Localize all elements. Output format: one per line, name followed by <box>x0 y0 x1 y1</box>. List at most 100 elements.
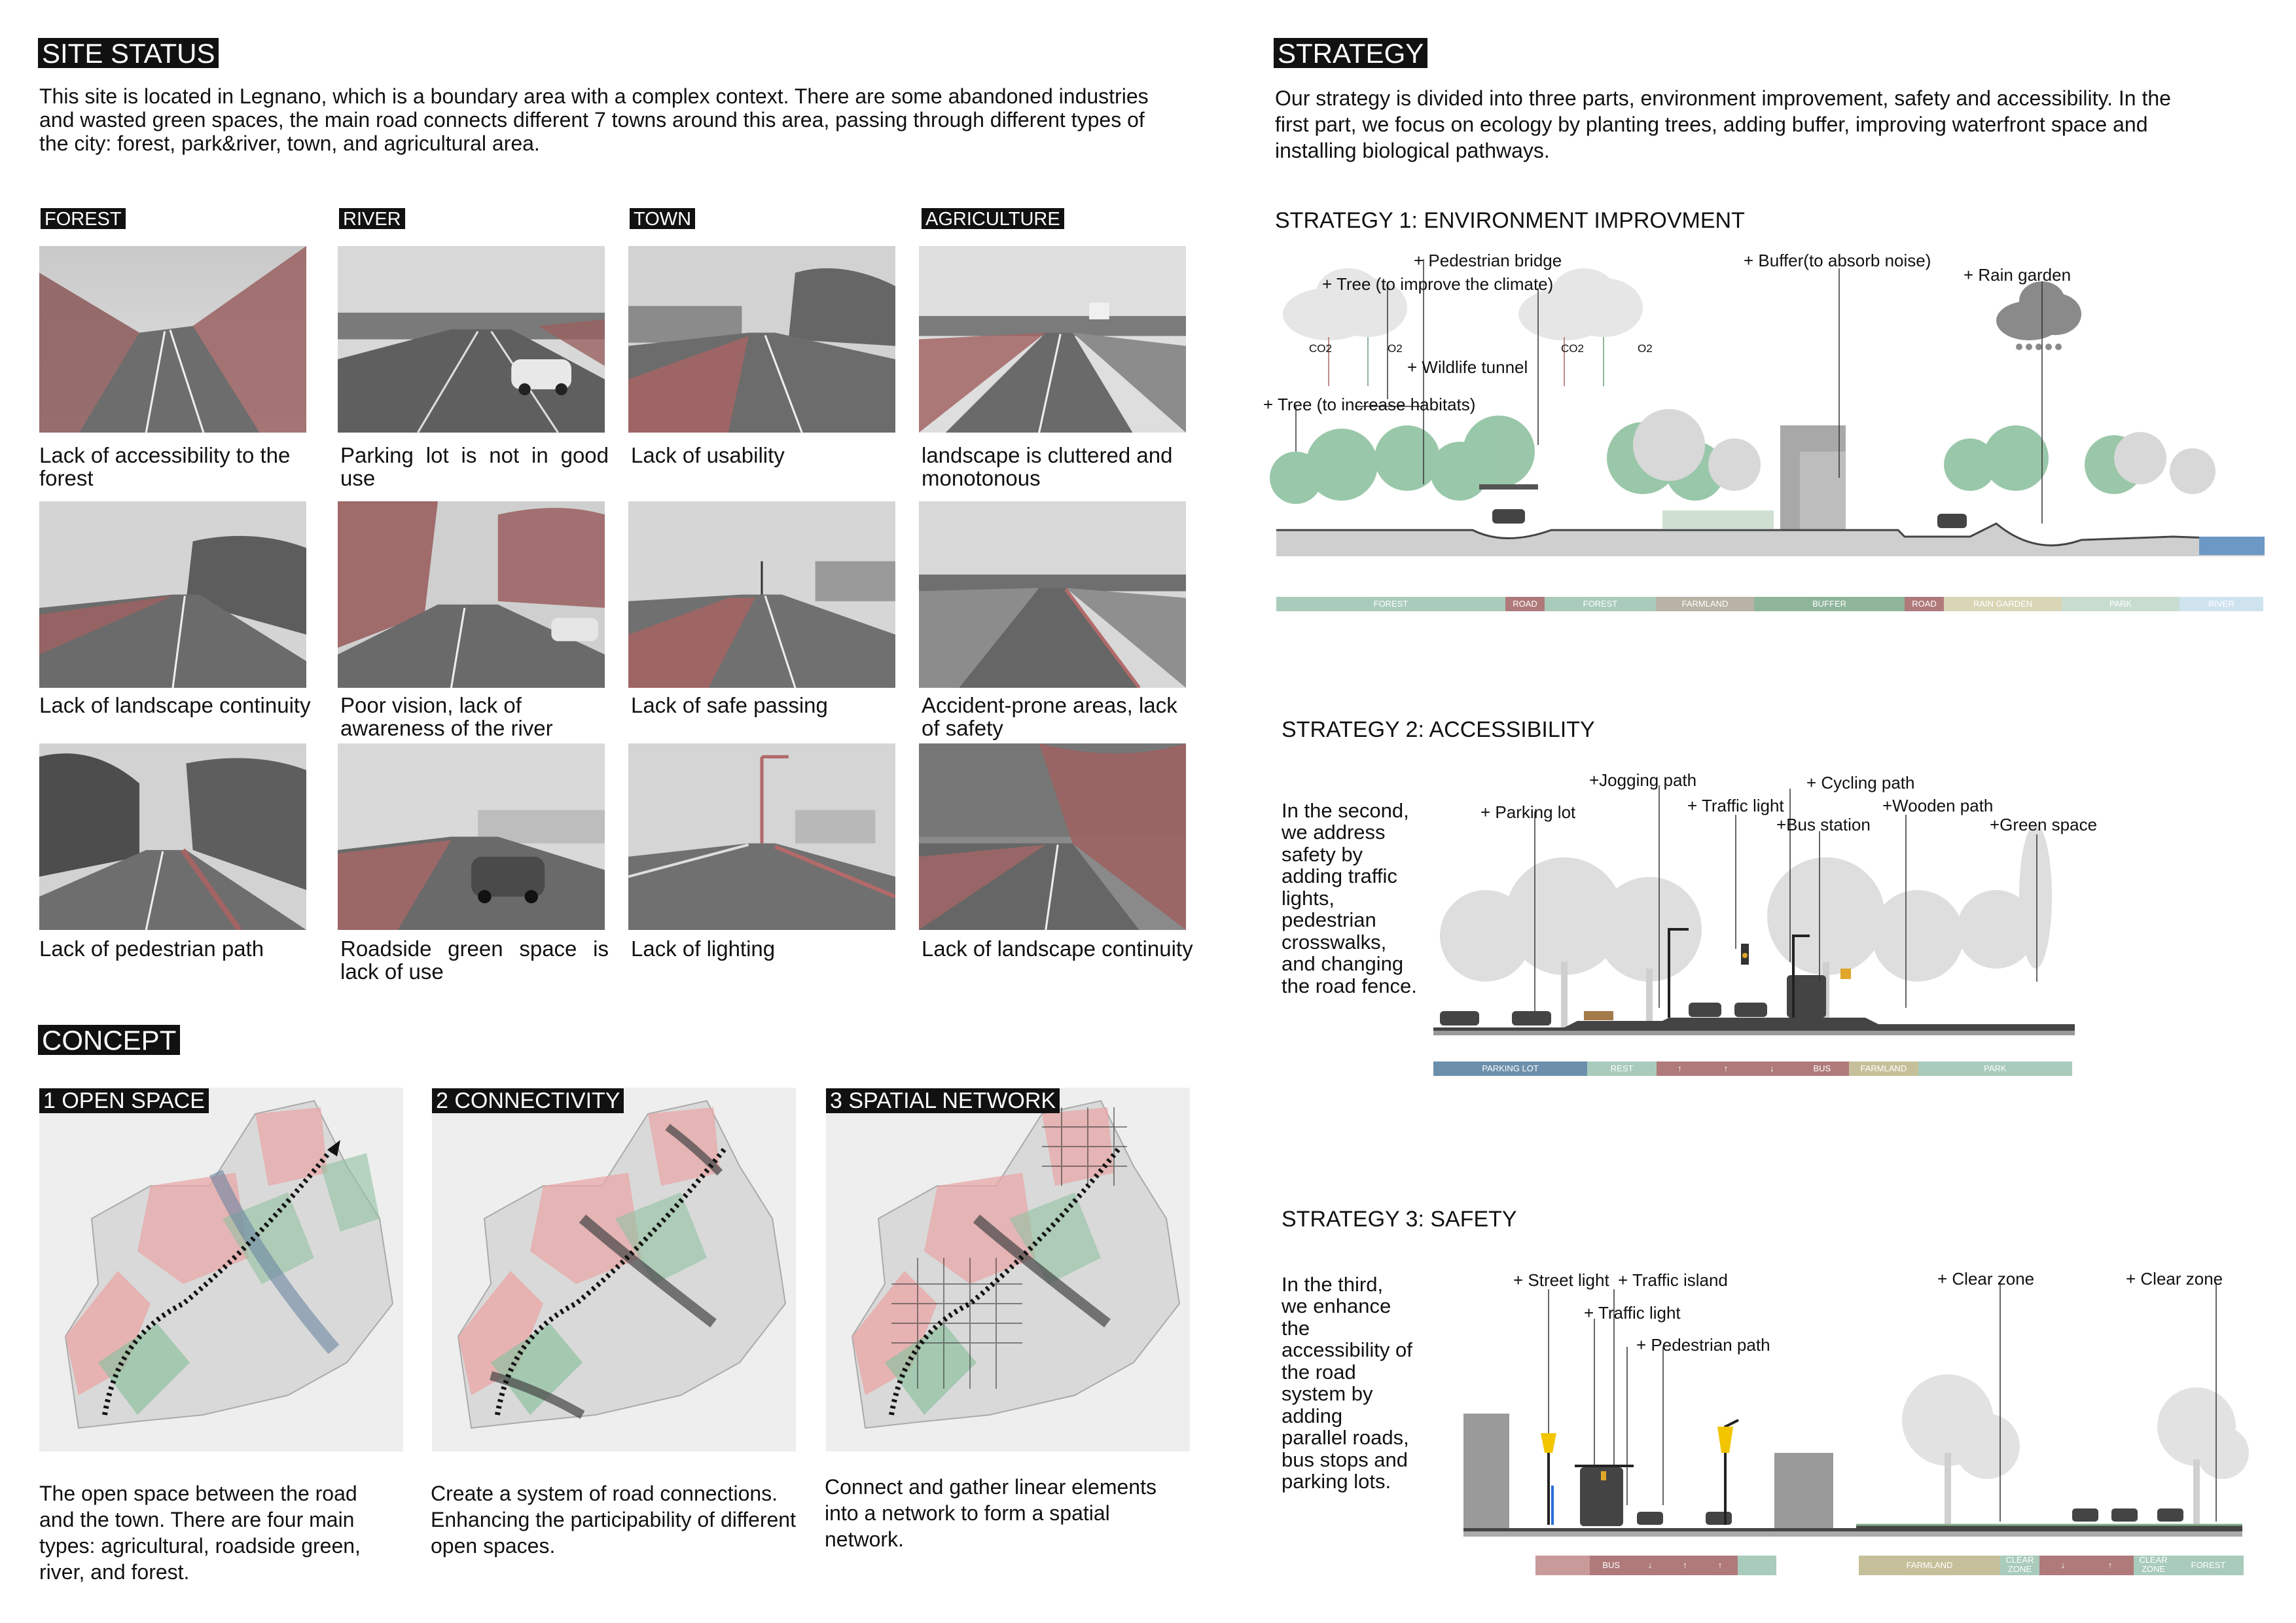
concept-text-connectivity: Create a system of road connections. Enh… <box>431 1482 796 1558</box>
zone-segment: ↑ <box>1702 1556 1738 1575</box>
label-street-light: + Street light <box>1513 1270 1609 1290</box>
zone-segment <box>1535 1556 1590 1575</box>
zone-segment: PARK <box>2062 597 2179 611</box>
label-pedestrian-bridge: + Pedestrian bridge <box>1414 251 1562 270</box>
strategy-2-zone-band: PARKING LOT REST ↑ ↑ ↓ BUS FARMLAND PARK <box>1433 1061 2072 1076</box>
zone-segment: ↑ <box>1702 1061 1749 1076</box>
zone-segment: BUFFER <box>1754 597 1905 611</box>
street-photo <box>919 501 1186 688</box>
photo-caption: Parking lot is not in good use <box>340 443 609 490</box>
photo-caption: Lack of landscape continuity <box>39 693 311 717</box>
label-rain-garden: + Rain garden <box>1964 265 2072 285</box>
concept-text-spatial-network: Connect and gather linear elements into … <box>825 1475 1157 1551</box>
concept-map-spatial-network <box>826 1088 1190 1452</box>
zone-segment: ↑ <box>1657 1061 1703 1076</box>
safety-section-diagram <box>1463 1283 2249 1537</box>
concept-text-open-space: The open space between the road and the … <box>39 1482 361 1584</box>
label-jogging-path: +Jogging path <box>1589 770 1697 790</box>
concept-title-open-space: 1 OPEN SPACE <box>39 1088 209 1113</box>
zone-segment: ROAD <box>1905 597 1944 611</box>
label-bus-station: +Bus station <box>1776 815 1871 834</box>
site-status-intro: This site is located in Legnano, which i… <box>39 84 1149 155</box>
column-header-river: RIVER <box>339 208 405 230</box>
street-photo <box>919 246 1186 433</box>
zone-segment: FOREST <box>2173 1556 2244 1575</box>
zone-segment: FOREST <box>1545 597 1656 611</box>
concept-title-connectivity: 2 CONNECTIVITY <box>432 1088 624 1113</box>
street-photo <box>919 743 1186 930</box>
strategy-3-zone-band-right: FARMLAND CLEAR ZONE ↓ ↑ CLEAR ZONE FORES… <box>1859 1556 2244 1575</box>
concept-map-open-space <box>39 1088 403 1452</box>
street-photo <box>628 501 895 688</box>
photo-caption: Lack of pedestrian path <box>39 936 264 961</box>
site-status-heading: SITE STATUS <box>38 38 219 69</box>
zone-segment: FOREST <box>1276 597 1505 611</box>
zone-segment: ↓ <box>1749 1061 1795 1076</box>
zone-segment: PARKING LOT <box>1433 1061 1588 1076</box>
label-tree-climate: + Tree (to improve the climate) <box>1322 274 1554 294</box>
label-parking-lot: + Parking lot <box>1480 802 1576 822</box>
street-photo <box>39 743 306 930</box>
zone-segment: ↑ <box>1667 1556 1703 1575</box>
photo-caption: Poor vision, lack of awareness of the ri… <box>340 693 553 740</box>
photo-caption: Lack of lighting <box>631 936 776 961</box>
zone-segment: ↓ <box>2039 1556 2087 1575</box>
label-buffer: + Buffer(to absorb noise) <box>1744 251 1931 270</box>
zone-segment: ↑ <box>2087 1556 2134 1575</box>
photo-caption: Lack of safe passing <box>631 693 828 717</box>
zone-segment: FARMLAND <box>1848 1061 1918 1076</box>
street-photo <box>39 501 306 688</box>
label-pedestrian-path: + Pedestrian path <box>1636 1335 1770 1355</box>
label-wildlife-tunnel: + Wildlife tunnel <box>1407 357 1528 377</box>
street-photo <box>39 246 306 433</box>
zone-segment: RAIN GARDEN <box>1944 597 2062 611</box>
strategy-2-description: In the second, we address safety by addi… <box>1282 799 1417 997</box>
photo-caption: landscape is cluttered and monotonous <box>922 443 1173 490</box>
street-photo <box>628 743 895 930</box>
strategy-intro: Our strategy is divided into three parts… <box>1275 86 2171 162</box>
label-o2: O2 <box>1638 342 1653 355</box>
strategy-1-title: STRATEGY 1: ENVIRONMENT IMPROVMENT <box>1275 208 1745 233</box>
column-header-town: TOWN <box>630 208 696 230</box>
photo-caption: Roadside green space is lack of use <box>340 936 609 984</box>
label-co2: CO2 <box>1309 342 1332 355</box>
zone-segment: BUS <box>1590 1556 1633 1575</box>
strategy-3-title: STRATEGY 3: SAFETY <box>1282 1207 1517 1232</box>
zone-segment: CLEAR ZONE <box>2000 1556 2039 1575</box>
strategy-3-description: In the third, we enhance the accessibili… <box>1282 1273 1412 1493</box>
zone-segment: BUS <box>1795 1061 1849 1076</box>
label-traffic-light: + Traffic light <box>1584 1303 1681 1323</box>
zone-segment: ↓ <box>1632 1556 1668 1575</box>
column-header-agriculture: AGRICULTURE <box>922 208 1064 230</box>
street-photo <box>338 501 605 688</box>
strategy-3-zone-band-left: BUS ↓ ↑ ↑ <box>1535 1556 1777 1575</box>
photo-caption: Lack of landscape continuity <box>922 936 1193 961</box>
concept-map-connectivity <box>432 1088 796 1452</box>
street-photo <box>628 246 895 433</box>
label-cycling-path: + Cycling path <box>1806 773 1915 793</box>
label-clear-zone: + Clear zone <box>1937 1269 2035 1289</box>
strategy-2-title: STRATEGY 2: ACCESSIBILITY <box>1282 717 1595 742</box>
zone-segment <box>1737 1556 1777 1575</box>
label-traffic-light: + Traffic light <box>1687 796 1784 815</box>
zone-segment: RIVER <box>2179 597 2263 611</box>
concept-heading: CONCEPT <box>38 1025 181 1056</box>
photo-caption: Lack of accessibility to the forest <box>39 443 291 490</box>
strategy-1-zone-band: FOREST ROAD FOREST FARMLAND BUFFER ROAD … <box>1276 597 2263 611</box>
label-o2: O2 <box>1388 342 1403 355</box>
label-green-space: +Green space <box>1990 815 2098 834</box>
zone-segment: FARMLAND <box>1859 1556 2000 1575</box>
zone-segment: PARK <box>1918 1061 2072 1076</box>
zone-segment: CLEAR ZONE <box>2134 1556 2173 1575</box>
zone-segment: ROAD <box>1505 597 1545 611</box>
label-traffic-island: + Traffic island <box>1618 1270 1728 1290</box>
strategy-heading: STRATEGY <box>1274 38 1428 69</box>
accessibility-section-diagram <box>1433 785 2075 1035</box>
environment-section-diagram <box>1270 259 2265 556</box>
label-wooden-path: +Wooden path <box>1882 796 1994 815</box>
column-header-forest: FOREST <box>41 208 126 230</box>
label-clear-zone: + Clear zone <box>2126 1269 2223 1289</box>
photo-caption: Lack of usability <box>631 443 785 467</box>
zone-segment: FARMLAND <box>1656 597 1754 611</box>
label-tree-habitats: + Tree (to increase habitats) <box>1263 395 1476 414</box>
